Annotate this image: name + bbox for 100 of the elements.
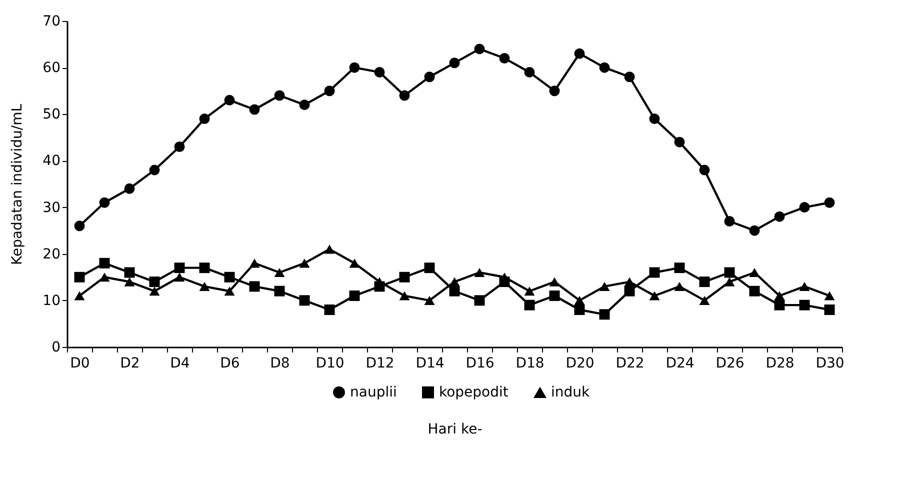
point (799, 300, 810, 310)
point (649, 267, 660, 278)
point (349, 62, 360, 73)
point (624, 277, 635, 286)
y-tick-label: 10 (42, 292, 60, 309)
point (724, 216, 735, 226)
legend-label: nauplii (350, 384, 397, 400)
point (174, 142, 185, 152)
point (649, 114, 660, 124)
point (374, 277, 385, 286)
point (124, 183, 135, 194)
point (249, 104, 260, 115)
x-tick-label: D0 (70, 356, 90, 372)
point (349, 290, 360, 302)
point (649, 291, 660, 300)
point (399, 291, 410, 300)
point (174, 272, 185, 282)
x-tick-label: D26 (716, 356, 744, 372)
point (99, 197, 110, 208)
x-tick-label: D30 (816, 356, 844, 372)
point (299, 100, 310, 110)
y-tick-label: 60 (42, 60, 60, 76)
point (549, 277, 560, 286)
point (699, 276, 710, 288)
point (74, 291, 85, 300)
point (299, 295, 310, 306)
x-tick-label: D18 (516, 356, 544, 372)
point (599, 309, 610, 320)
point (324, 304, 335, 315)
point (749, 268, 760, 278)
point (824, 304, 835, 315)
point (399, 90, 410, 101)
y-tick-label: 30 (42, 200, 60, 216)
legend-label: induk (551, 384, 591, 401)
x-tick-label: D10 (316, 356, 344, 372)
point (324, 86, 335, 96)
point (599, 62, 610, 73)
x-tick-label: D24 (666, 356, 694, 372)
point (774, 291, 785, 300)
point (524, 66, 535, 78)
point (324, 244, 335, 254)
x-tick-label: D12 (366, 356, 394, 372)
legend-label: kopepodit (439, 384, 509, 400)
point (124, 277, 135, 286)
point (424, 72, 435, 82)
point (624, 72, 635, 82)
point (824, 197, 835, 208)
point (349, 258, 360, 268)
x-tick-label: D28 (766, 356, 794, 372)
point (174, 262, 185, 274)
y-tick-label: 0 (52, 340, 60, 356)
point (699, 164, 710, 176)
point (574, 296, 585, 305)
point (824, 291, 835, 300)
point (74, 272, 85, 282)
point (274, 90, 285, 101)
x-tick-label: D8 (270, 356, 290, 372)
point (274, 268, 285, 278)
point (774, 300, 785, 310)
point (474, 44, 485, 54)
point (474, 268, 485, 278)
point (774, 211, 785, 222)
point (624, 286, 635, 296)
point (399, 272, 410, 282)
point (449, 277, 460, 286)
point (449, 286, 460, 296)
point (699, 296, 710, 305)
point (724, 277, 735, 286)
point (599, 282, 610, 291)
y-tick-label: 70 (42, 14, 60, 30)
point (224, 272, 235, 282)
point (424, 296, 435, 305)
point (99, 272, 110, 282)
x-tick-label: D4 (170, 356, 190, 372)
point (199, 282, 210, 291)
y-tick-label: 40 (42, 153, 60, 170)
point (499, 272, 510, 282)
point (199, 262, 210, 274)
y-axis-title: Kepadatan individu/mL (10, 104, 26, 266)
x-axis-title: Hari ke- (428, 422, 482, 438)
point (574, 48, 585, 59)
point (249, 281, 260, 292)
point (574, 304, 585, 315)
point (374, 66, 385, 78)
point (674, 136, 685, 148)
point (149, 286, 160, 296)
point (499, 53, 510, 64)
x-tick-label: D16 (466, 356, 494, 372)
x-tick-label: D14 (416, 356, 444, 372)
y-tick-label: 20 (42, 246, 60, 262)
x-tick-label: D22 (616, 356, 644, 372)
point (524, 300, 535, 310)
point (224, 286, 235, 296)
point (424, 262, 435, 274)
point (549, 290, 560, 302)
point (674, 262, 685, 274)
point (799, 282, 810, 291)
point (124, 267, 135, 278)
point (524, 286, 535, 296)
x-tick-label: D20 (566, 356, 594, 372)
